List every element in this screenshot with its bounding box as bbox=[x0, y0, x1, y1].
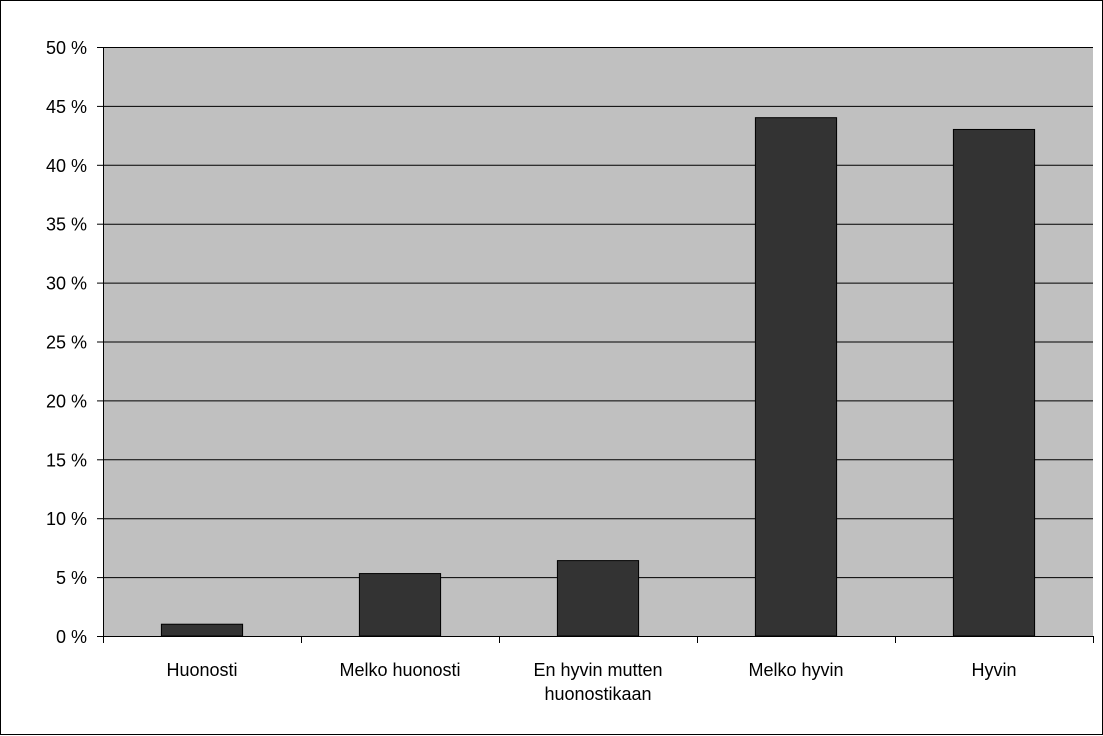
y-tick-label: 25 % bbox=[46, 333, 87, 353]
x-axis-category-labels: Huonosti Melko huonosti En hyvin mutten huo… bbox=[166, 660, 1016, 704]
bar bbox=[358, 573, 442, 637]
y-tick-label: 45 % bbox=[46, 97, 87, 117]
y-tick-label: 20 % bbox=[46, 391, 87, 411]
y-tick-label: 35 % bbox=[46, 215, 87, 235]
y-tick-label: 0 % bbox=[56, 627, 87, 647]
bars bbox=[160, 117, 1036, 637]
x-category-label: Melko huonosti bbox=[339, 660, 460, 680]
x-category-label: Huonosti bbox=[166, 660, 237, 680]
y-tick-label: 15 % bbox=[46, 450, 87, 470]
x-category-label: Hyvin bbox=[971, 660, 1016, 680]
x-category-label: huonostikaan bbox=[544, 684, 651, 704]
gridlines bbox=[103, 47, 1093, 579]
y-tick-label: 5 % bbox=[56, 568, 87, 588]
bar bbox=[952, 128, 1036, 637]
axes bbox=[97, 47, 1094, 643]
bar bbox=[160, 623, 244, 637]
y-axis-tick-labels: 0 % 5 % 10 % 15 % 20 % 25 % 30 % 35 % 40 % 45 % 50… bbox=[46, 38, 87, 647]
x-category-label: En hyvin mutten bbox=[533, 660, 662, 680]
y-tick-label: 40 % bbox=[46, 156, 87, 176]
y-tick-label: 30 % bbox=[46, 274, 87, 294]
y-tick-label: 10 % bbox=[46, 509, 87, 529]
bar bbox=[754, 117, 838, 637]
x-category-label: Melko hyvin bbox=[748, 660, 843, 680]
y-tick-label: 50 % bbox=[46, 38, 87, 58]
bar bbox=[556, 560, 640, 637]
